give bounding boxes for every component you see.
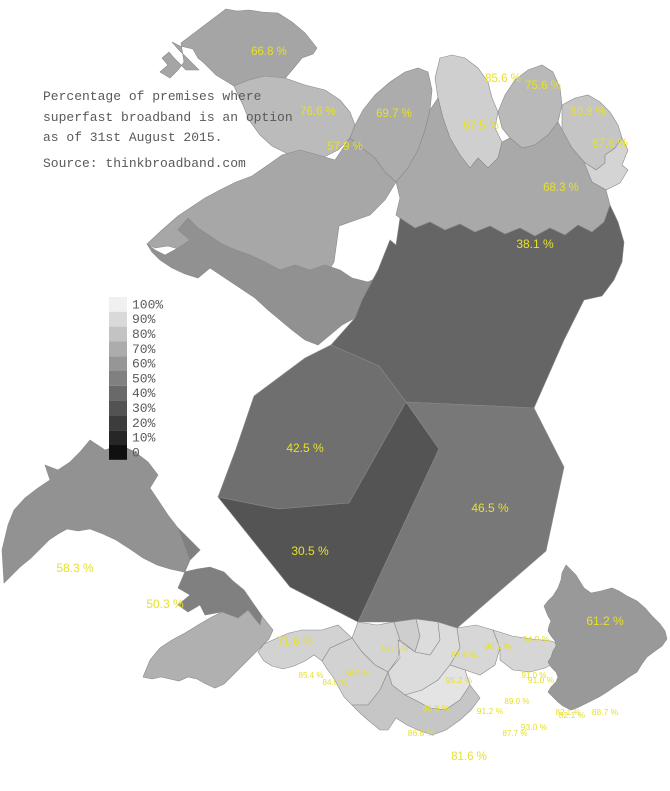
svg-text:0: 0 [132,445,140,460]
svg-text:88.7 %: 88.7 % [592,707,619,717]
svg-text:10%: 10% [132,431,156,446]
svg-text:42.5 %: 42.5 % [286,441,324,455]
svg-text:91.2 %: 91.2 % [477,706,504,716]
svg-text:86.8 %: 86.8 % [408,728,435,738]
svg-text:87.7 %: 87.7 % [382,643,409,653]
svg-text:40%: 40% [132,386,156,401]
svg-text:84.9 %: 84.9 % [345,669,370,678]
svg-text:71.6 %: 71.6 % [277,636,313,648]
svg-text:68.3 %: 68.3 % [543,182,579,194]
svg-text:80.9 %: 80.9 % [570,106,606,118]
svg-text:30%: 30% [132,401,156,416]
svg-text:80%: 80% [132,327,156,342]
svg-text:67.5 %: 67.5 % [463,120,499,132]
svg-text:50%: 50% [132,371,156,386]
svg-text:89.0 %: 89.0 % [505,697,530,706]
svg-text:85.4 %: 85.4 % [299,671,324,680]
svg-text:81.6 %: 81.6 % [451,751,487,763]
svg-text:86.8 %: 86.8 % [423,703,450,713]
svg-text:20%: 20% [132,416,156,431]
svg-text:95.2 %: 95.2 % [446,675,473,685]
svg-text:100%: 100% [132,297,163,312]
svg-text:75.6 %: 75.6 % [525,80,561,92]
svg-text:66.8 %: 66.8 % [251,46,287,58]
svg-text:69.7 %: 69.7 % [376,108,412,120]
svg-text:94.9 %: 94.9 % [523,634,550,644]
svg-text:46.5 %: 46.5 % [471,501,509,515]
svg-text:30.5 %: 30.5 % [291,544,329,558]
svg-text:58.3 %: 58.3 % [56,561,94,575]
svg-text:70%: 70% [132,342,156,357]
svg-text:38.1 %: 38.1 % [516,237,554,251]
svg-text:85.6 %: 85.6 % [485,73,521,85]
svg-text:90%: 90% [132,312,156,327]
svg-text:87.6 %: 87.6 % [451,650,478,660]
svg-text:84.0 %: 84.0 % [323,678,348,687]
svg-text:87.6 %: 87.6 % [592,138,628,150]
svg-text:61.2 %: 61.2 % [586,614,624,628]
svg-text:60%: 60% [132,357,156,372]
svg-text:90.1 %: 90.1 % [485,641,512,651]
svg-text:87.7 %: 87.7 % [503,729,528,738]
svg-text:82.1 %: 82.1 % [556,708,581,717]
svg-text:91.0 %: 91.0 % [522,671,547,680]
svg-text:50.3 %: 50.3 % [146,597,184,611]
